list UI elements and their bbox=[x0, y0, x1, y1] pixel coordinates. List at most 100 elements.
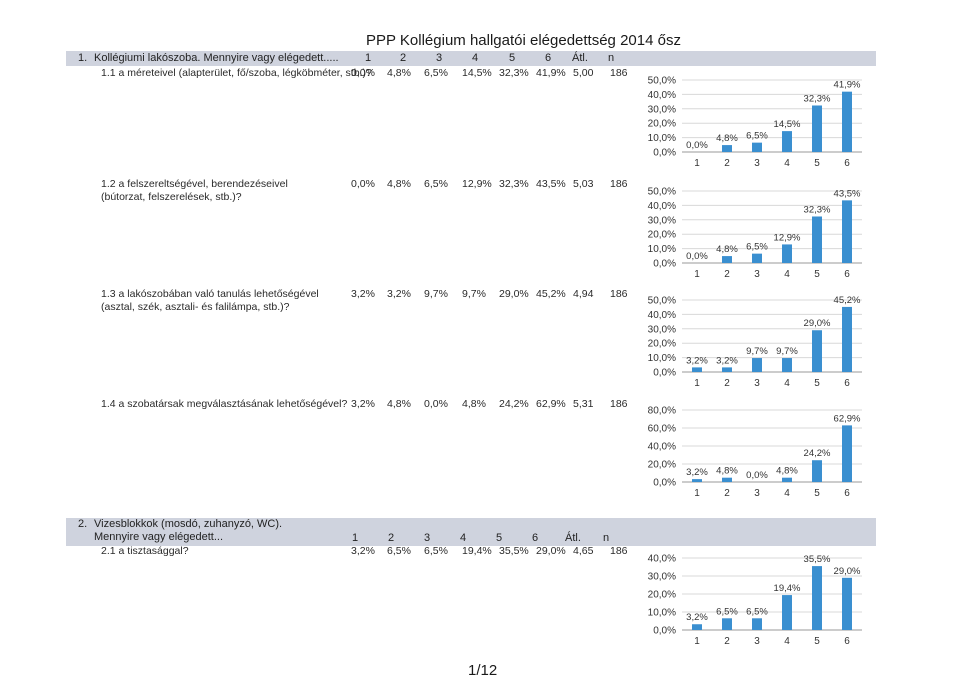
y-tick-label: 40,0% bbox=[648, 90, 676, 101]
data-label: 29,0% bbox=[804, 318, 831, 329]
value-cell: 3,2% bbox=[351, 288, 375, 300]
value-cell: 4,94 bbox=[573, 288, 594, 300]
question-label: 1.1 a méreteivel (alapterület, fő/szoba,… bbox=[101, 67, 372, 79]
value-cell: 5,31 bbox=[573, 398, 594, 410]
data-label: 6,5% bbox=[716, 606, 738, 617]
value-cell: 186 bbox=[610, 545, 628, 557]
value-cell: 62,9% bbox=[536, 398, 566, 410]
y-tick-label: 20,0% bbox=[648, 230, 676, 241]
x-tick-label: 5 bbox=[814, 158, 820, 169]
bar bbox=[752, 142, 762, 152]
col-header: 2 bbox=[388, 532, 395, 544]
data-label: 35,5% bbox=[804, 554, 831, 565]
bar-chart-1-3: 0,0% 10,0% 20,0% 30,0% 40,0% 50,0% 3,2% 1 3,2% 2 9… bbox=[640, 292, 870, 392]
bar bbox=[812, 460, 822, 482]
col-header: 4 bbox=[472, 52, 479, 64]
bar bbox=[842, 91, 852, 152]
bar bbox=[752, 618, 762, 630]
data-label: 0,0% bbox=[746, 470, 768, 481]
data-label: 9,7% bbox=[746, 346, 768, 357]
y-tick-label: 20,0% bbox=[648, 460, 676, 471]
data-label: 29,0% bbox=[834, 566, 861, 577]
chart-svg: 0,0% 10,0% 20,0% 30,0% 40,0% 50,0% 0,0% 1 4,8% 2 6… bbox=[648, 187, 862, 280]
x-tick-label: 5 bbox=[814, 378, 820, 389]
y-tick-label: 50,0% bbox=[648, 296, 676, 307]
value-cell: 186 bbox=[610, 178, 628, 190]
data-label: 24,2% bbox=[804, 448, 831, 459]
col-header: 3 bbox=[424, 532, 431, 544]
data-label: 6,5% bbox=[746, 606, 768, 617]
question-label: 1.2 a felszereltségével, berendezéseivel… bbox=[101, 178, 288, 203]
data-label: 19,4% bbox=[774, 583, 801, 594]
y-tick-label: 0,0% bbox=[653, 259, 676, 270]
question-row: 1.1 a méreteivel (alapterület, fő/szoba,… bbox=[101, 67, 876, 81]
x-tick-label: 5 bbox=[814, 488, 820, 499]
col-header: 4 bbox=[460, 532, 467, 544]
bar bbox=[722, 256, 732, 263]
bar-chart-1-2: 0,0% 10,0% 20,0% 30,0% 40,0% 50,0% 0,0% 1 4,8% 2 6… bbox=[640, 183, 870, 283]
value-cell: 5,00 bbox=[573, 67, 594, 79]
x-tick-label: 1 bbox=[694, 378, 700, 389]
section-label: Vizesblokkok (mosdó, zuhanyzó, WC). Menn… bbox=[94, 518, 283, 543]
x-tick-label: 1 bbox=[694, 158, 700, 169]
value-cell: 32,3% bbox=[499, 67, 529, 79]
data-label: 62,9% bbox=[834, 413, 861, 424]
x-tick-label: 1 bbox=[694, 269, 700, 280]
col-header: 5 bbox=[509, 52, 516, 64]
y-tick-label: 10,0% bbox=[648, 133, 676, 144]
x-tick-label: 4 bbox=[784, 636, 790, 647]
y-tick-label: 80,0% bbox=[648, 406, 676, 417]
value-cell: 43,5% bbox=[536, 178, 566, 190]
value-cell: 186 bbox=[610, 67, 628, 79]
section-number: 1. bbox=[78, 52, 88, 64]
value-cell: 6,5% bbox=[387, 545, 411, 557]
bar bbox=[842, 200, 852, 263]
y-tick-label: 30,0% bbox=[648, 104, 676, 115]
y-tick-label: 20,0% bbox=[648, 590, 676, 601]
y-tick-label: 20,0% bbox=[648, 119, 676, 130]
y-tick-label: 0,0% bbox=[653, 626, 676, 637]
data-label: 43,5% bbox=[834, 188, 861, 199]
data-label: 3,2% bbox=[686, 355, 708, 366]
data-label: 3,2% bbox=[686, 612, 708, 623]
question-label: 2.1 a tisztasággal? bbox=[101, 545, 189, 557]
bar bbox=[812, 216, 822, 263]
bar bbox=[782, 358, 792, 372]
bar bbox=[782, 595, 792, 630]
bar bbox=[722, 477, 732, 482]
col-header: 2 bbox=[400, 52, 407, 64]
bar bbox=[812, 330, 822, 372]
value-cell: 5,03 bbox=[573, 178, 594, 190]
col-header: n bbox=[603, 532, 610, 544]
bar bbox=[812, 105, 822, 152]
section-label: Kollégiumi lakószoba. Mennyire vagy elég… bbox=[94, 52, 339, 64]
y-tick-label: 0,0% bbox=[653, 148, 676, 159]
page-number: 1/12 bbox=[468, 662, 498, 679]
x-tick-label: 2 bbox=[724, 636, 730, 647]
data-label: 14,5% bbox=[774, 119, 801, 130]
value-cell: 6,5% bbox=[424, 178, 448, 190]
data-label: 45,2% bbox=[834, 295, 861, 306]
value-cell: 4,8% bbox=[387, 398, 411, 410]
bar bbox=[692, 624, 702, 630]
value-cell: 0,0% bbox=[351, 67, 375, 79]
bar bbox=[752, 253, 762, 263]
bar-chart-1-1: 0,0% 10,0% 20,0% 30,0% 40,0% 50,0% 0,0% 1 4,8% 2 6… bbox=[640, 72, 870, 172]
x-tick-label: 3 bbox=[754, 378, 760, 389]
data-label: 4,8% bbox=[776, 466, 798, 477]
value-cell: 0,0% bbox=[424, 398, 448, 410]
data-label: 9,7% bbox=[776, 346, 798, 357]
bar bbox=[722, 145, 732, 152]
bar bbox=[722, 367, 732, 372]
value-cell: 4,8% bbox=[387, 67, 411, 79]
x-tick-label: 3 bbox=[754, 636, 760, 647]
col-header: 6 bbox=[545, 52, 552, 64]
data-label: 12,9% bbox=[774, 232, 801, 243]
question-row: 2.1 a tisztasággal? 3,2% 6,5% 6,5% 19,4%… bbox=[101, 545, 628, 559]
chart-svg: 0,0%20,0%40,0%60,0%80,0%3,2%14,8%20,0%34… bbox=[648, 406, 862, 499]
x-tick-label: 2 bbox=[724, 488, 730, 499]
x-tick-label: 4 bbox=[784, 269, 790, 280]
x-tick-label: 2 bbox=[724, 378, 730, 389]
value-cell: 9,7% bbox=[424, 288, 448, 300]
x-tick-label: 5 bbox=[814, 636, 820, 647]
